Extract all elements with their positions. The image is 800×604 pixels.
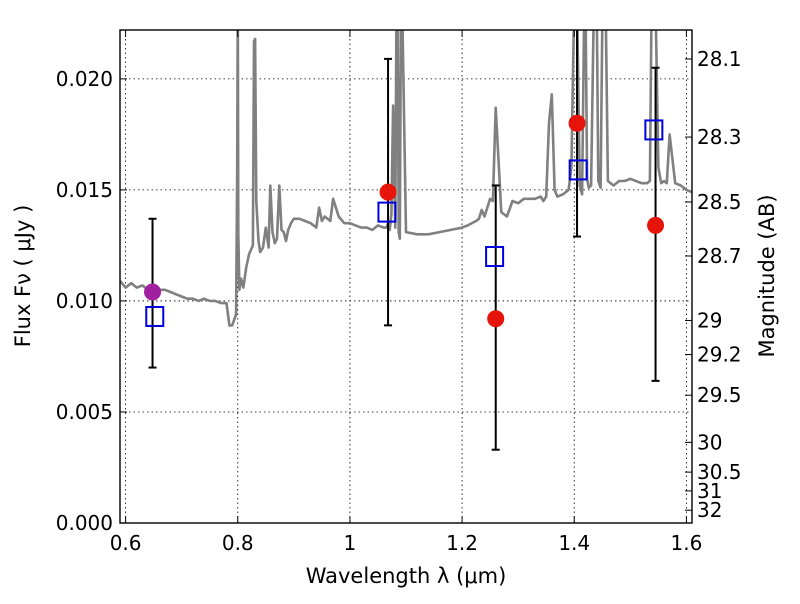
observed-point-square — [644, 119, 664, 141]
model-point-circle — [379, 183, 397, 201]
magnitude-tick-label: 28.1 — [697, 47, 742, 71]
y-tick-label: 0.020 — [56, 67, 113, 91]
model-spectrum-line — [120, 30, 692, 327]
model-point-circle — [487, 310, 505, 328]
y-tick-label: 0.005 — [56, 400, 113, 424]
tick-labels: 0.6 0.8 1 1.2 1.4 1.6 0.000 0.005 0.010 0.015 0.02… — [56, 47, 742, 555]
data-markers — [144, 114, 665, 328]
model-point-circle — [144, 283, 162, 301]
model-point-circle — [568, 114, 586, 132]
magnitude-tick-label: 28.5 — [697, 190, 742, 214]
magnitude-tick-label: 29 — [697, 308, 722, 332]
magnitude-tick-label: 30.5 — [697, 460, 742, 484]
x-tick-label: 1.4 — [558, 531, 590, 555]
plot-frame — [119, 29, 693, 524]
x-tick-label: 1.6 — [670, 531, 702, 555]
tick-marks — [120, 30, 692, 524]
x-tick-label: 0.8 — [222, 531, 254, 555]
magnitude-tick-label: 32 — [697, 498, 722, 522]
observed-point-square — [568, 159, 588, 181]
magnitude-tick-label: 31 — [697, 479, 722, 503]
y-tick-label: 0.015 — [56, 178, 113, 202]
y-tick-label: 0.000 — [56, 511, 113, 535]
x-tick-label: 0.6 — [110, 531, 142, 555]
x-axis-label: Wavelength λ (μm) — [306, 564, 507, 588]
x-tick-label: 1 — [344, 531, 357, 555]
y-tick-label: 0.010 — [56, 289, 113, 313]
magnitude-tick-label: 30 — [697, 430, 722, 454]
plot-area — [120, 30, 692, 451]
observed-point-square — [377, 201, 397, 223]
magnitude-tick-label: 28.7 — [697, 244, 742, 268]
observed-point-square — [485, 246, 505, 268]
magnitude-tick-label: 29.2 — [697, 343, 742, 367]
secondary-y-axis-label: Magnitude (AB) — [755, 194, 779, 357]
x-tick-label: 1.2 — [446, 531, 478, 555]
y-axis-label: Flux Fν ( μJy ) — [11, 205, 35, 348]
magnitude-tick-label: 28.3 — [697, 125, 742, 149]
model-point-circle — [647, 216, 665, 234]
magnitude-tick-label: 29.5 — [697, 383, 742, 407]
observed-point-square — [145, 305, 165, 327]
